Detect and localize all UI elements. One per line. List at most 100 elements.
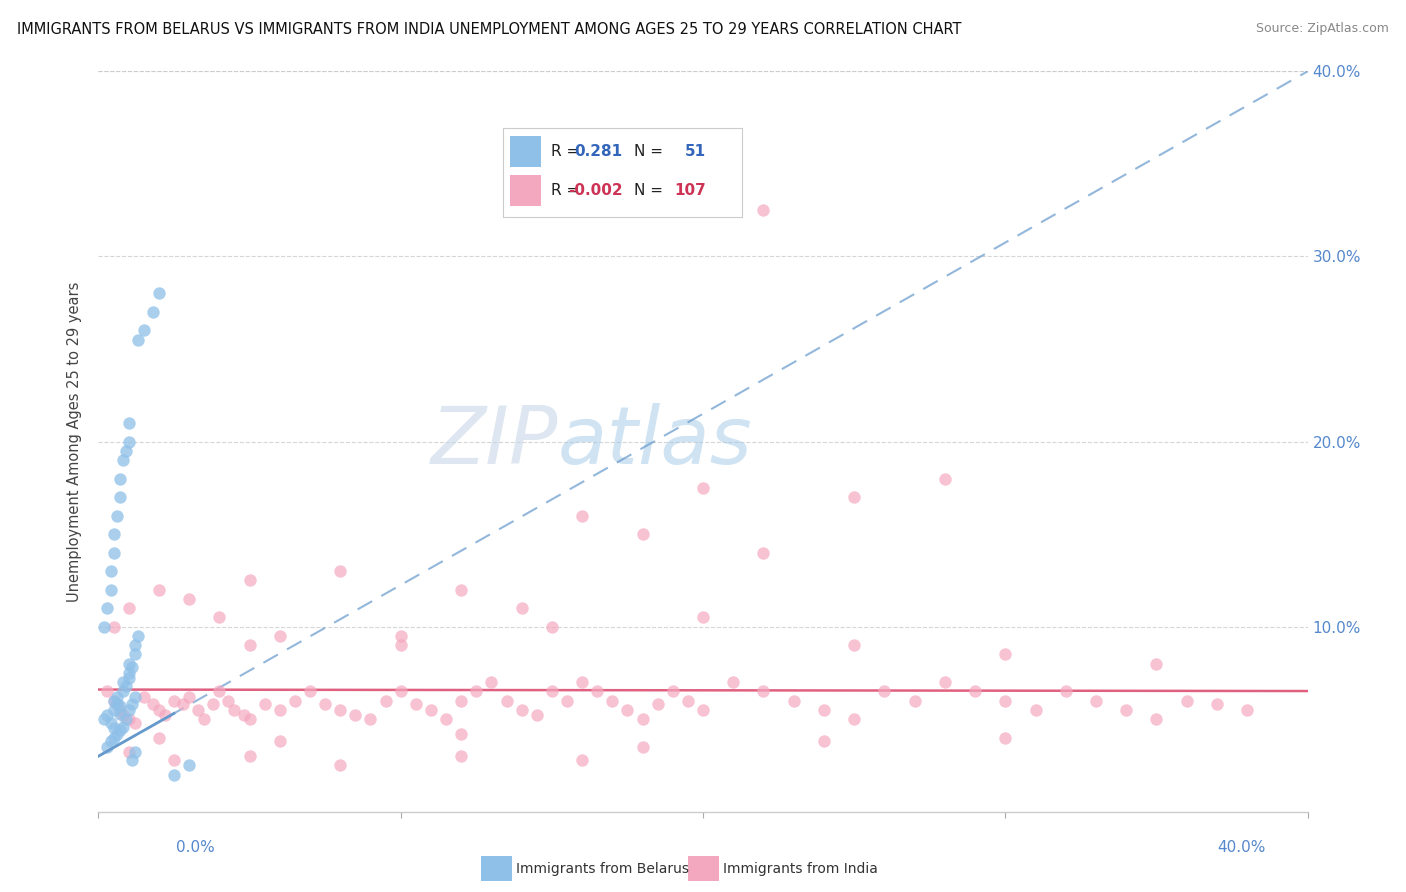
Text: R =: R =: [551, 144, 579, 159]
Point: [121, 660, 143, 674]
Point: [676, 694, 699, 708]
Text: 0.0%: 0.0%: [176, 840, 215, 855]
Point: [172, 698, 194, 712]
Point: [934, 472, 956, 486]
Point: [631, 712, 654, 726]
Point: [111, 708, 134, 723]
Point: [269, 629, 291, 643]
Point: [1236, 703, 1258, 717]
Point: [118, 746, 141, 760]
Text: R =: R =: [551, 183, 579, 198]
Text: Immigrants from Belarus: Immigrants from Belarus: [516, 862, 689, 876]
Point: [153, 708, 176, 723]
Point: [217, 694, 239, 708]
Point: [202, 698, 225, 712]
Point: [114, 443, 136, 458]
Point: [994, 648, 1017, 662]
Point: [555, 694, 578, 708]
Point: [148, 731, 170, 745]
Point: [344, 708, 367, 723]
Point: [450, 749, 472, 764]
Point: [108, 699, 131, 714]
Point: [118, 712, 141, 726]
Point: [540, 684, 562, 698]
Point: [105, 690, 128, 704]
Point: [844, 490, 866, 504]
Point: [103, 619, 125, 633]
Point: [103, 694, 125, 708]
Point: [299, 684, 322, 698]
Text: N =: N =: [634, 183, 664, 198]
Point: [329, 703, 352, 717]
Point: [127, 629, 149, 643]
Point: [208, 684, 231, 698]
Point: [93, 712, 115, 726]
Point: [93, 619, 115, 633]
Point: [1144, 657, 1167, 671]
Point: [100, 734, 122, 748]
Point: [783, 694, 806, 708]
Point: [118, 601, 141, 615]
Point: [187, 703, 209, 717]
Point: [450, 582, 472, 597]
Point: [179, 690, 201, 704]
Point: [314, 698, 336, 712]
Point: [329, 758, 352, 772]
Point: [108, 703, 131, 717]
Text: atlas: atlas: [558, 402, 752, 481]
Point: [121, 698, 143, 712]
Point: [723, 675, 745, 690]
Point: [103, 722, 125, 736]
Point: [934, 675, 956, 690]
Point: [232, 708, 254, 723]
Point: [571, 753, 593, 767]
Point: [586, 684, 609, 698]
Point: [510, 703, 533, 717]
Point: [124, 648, 146, 662]
Point: [118, 416, 141, 430]
Point: [105, 698, 128, 712]
Point: [124, 690, 146, 704]
Point: [239, 574, 262, 588]
Text: 107: 107: [675, 183, 706, 198]
Point: [163, 753, 186, 767]
Point: [389, 629, 412, 643]
Point: [844, 712, 866, 726]
Point: [374, 694, 396, 708]
Point: [105, 698, 128, 712]
FancyBboxPatch shape: [510, 136, 541, 167]
Point: [132, 690, 155, 704]
Text: Source: ZipAtlas.com: Source: ZipAtlas.com: [1256, 22, 1389, 36]
Point: [420, 703, 443, 717]
Point: [118, 665, 141, 680]
Point: [389, 638, 412, 652]
Point: [253, 698, 276, 712]
Point: [148, 582, 170, 597]
Point: [103, 694, 125, 708]
Point: [495, 694, 517, 708]
Point: [571, 508, 593, 523]
Point: [118, 703, 141, 717]
Point: [616, 703, 638, 717]
Point: [965, 684, 987, 698]
Point: [103, 703, 125, 717]
Point: [1054, 684, 1077, 698]
FancyBboxPatch shape: [510, 175, 541, 206]
Point: [526, 708, 548, 723]
Point: [602, 694, 624, 708]
Text: IMMIGRANTS FROM BELARUS VS IMMIGRANTS FROM INDIA UNEMPLOYMENT AMONG AGES 25 TO 2: IMMIGRANTS FROM BELARUS VS IMMIGRANTS FR…: [17, 22, 962, 37]
Point: [179, 591, 201, 606]
Point: [103, 527, 125, 541]
Text: -0.002: -0.002: [568, 183, 623, 198]
Text: 40.0%: 40.0%: [1218, 840, 1265, 855]
Point: [105, 727, 128, 741]
Point: [329, 564, 352, 578]
Point: [127, 333, 149, 347]
Point: [239, 749, 262, 764]
Point: [148, 703, 170, 717]
Text: ZIP: ZIP: [430, 402, 558, 481]
Point: [269, 734, 291, 748]
Point: [844, 638, 866, 652]
Point: [434, 712, 457, 726]
Point: [239, 712, 262, 726]
